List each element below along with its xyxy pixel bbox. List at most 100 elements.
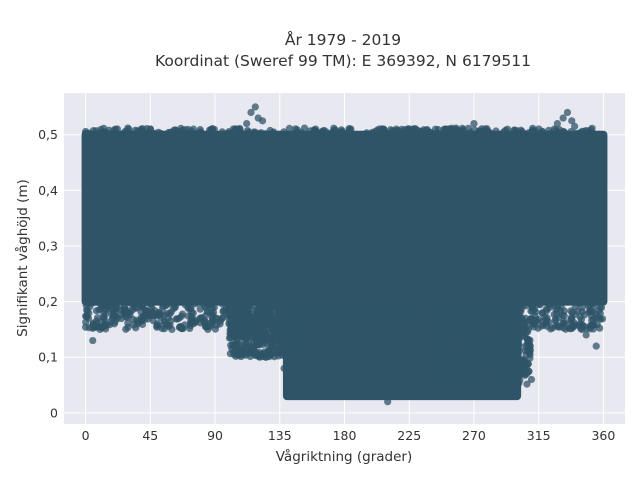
data-point xyxy=(263,324,271,332)
data-point xyxy=(509,341,517,349)
data-point xyxy=(196,128,204,136)
data-point xyxy=(285,301,293,309)
data-point xyxy=(595,313,603,321)
data-point xyxy=(113,314,121,323)
data-point xyxy=(513,370,521,378)
data-point xyxy=(467,350,475,358)
data-point xyxy=(466,316,474,324)
data-point xyxy=(489,354,497,362)
data-point xyxy=(500,128,508,136)
data-point xyxy=(282,130,290,139)
data-point xyxy=(398,321,407,330)
data-point xyxy=(378,125,386,133)
data-point xyxy=(346,313,354,321)
data-point xyxy=(487,310,495,318)
data-point xyxy=(428,318,436,327)
data-point xyxy=(553,119,561,128)
data-point xyxy=(251,103,259,111)
x-tick-labels: 0 45 90 135 180 225 270 315 360 xyxy=(82,428,616,443)
data-point xyxy=(484,317,492,325)
data-point xyxy=(253,352,261,360)
y-tick-label: 0,3 xyxy=(38,238,58,253)
data-point xyxy=(578,325,586,334)
data-point xyxy=(353,130,361,139)
data-point xyxy=(290,381,298,389)
data-point xyxy=(296,313,304,321)
data-point xyxy=(429,356,437,364)
data-point xyxy=(276,336,284,344)
data-point xyxy=(187,304,195,312)
x-tick-label: 135 xyxy=(268,428,292,443)
data-point xyxy=(381,130,389,139)
data-point xyxy=(247,324,255,332)
data-point xyxy=(258,317,266,325)
data-point xyxy=(452,124,460,132)
data-point xyxy=(296,327,304,335)
data-point xyxy=(595,306,603,314)
data-point xyxy=(423,130,431,138)
data-point xyxy=(506,324,515,332)
data-point xyxy=(521,130,530,138)
data-point xyxy=(595,130,603,138)
data-point xyxy=(429,341,438,349)
data-point xyxy=(422,312,431,320)
data-point xyxy=(311,307,320,315)
y-tick-label: 0,4 xyxy=(38,183,58,198)
data-point xyxy=(408,302,416,310)
data-point xyxy=(247,108,255,117)
data-point xyxy=(294,332,302,340)
data-point xyxy=(177,322,185,331)
data-point xyxy=(125,309,133,317)
data-point xyxy=(567,307,575,315)
x-tick-label: 315 xyxy=(527,428,551,443)
data-point xyxy=(97,305,105,313)
data-point xyxy=(321,306,330,314)
data-point xyxy=(526,321,534,330)
data-point xyxy=(451,315,459,323)
data-point xyxy=(146,125,154,133)
data-point xyxy=(249,346,258,354)
data-point xyxy=(417,325,425,333)
data-point xyxy=(582,298,591,307)
data-point xyxy=(515,333,523,342)
y-tick-label: 0,1 xyxy=(38,350,58,365)
data-point xyxy=(237,312,245,320)
data-point xyxy=(478,125,486,133)
data-point xyxy=(120,304,129,312)
data-point xyxy=(129,299,137,308)
data-point xyxy=(458,306,466,314)
data-point xyxy=(137,317,146,325)
data-point xyxy=(510,364,519,372)
data-point xyxy=(96,325,104,334)
data-point xyxy=(460,335,468,343)
data-point xyxy=(278,344,286,352)
data-point xyxy=(296,306,305,314)
data-point xyxy=(495,331,504,340)
data-point xyxy=(245,330,253,338)
data-point xyxy=(286,331,295,339)
data-point xyxy=(320,314,328,322)
data-point xyxy=(142,307,150,315)
data-point xyxy=(545,126,553,134)
data-point xyxy=(484,127,492,136)
data-point xyxy=(331,320,339,329)
data-point xyxy=(125,125,133,133)
data-point xyxy=(268,307,276,315)
data-point xyxy=(475,326,483,334)
data-point xyxy=(517,317,525,325)
data-point xyxy=(513,381,521,389)
data-point xyxy=(477,317,485,325)
data-point xyxy=(357,324,365,332)
data-point xyxy=(467,336,476,344)
data-point xyxy=(196,319,204,327)
data-point xyxy=(331,126,340,134)
data-point xyxy=(358,298,366,306)
data-point xyxy=(324,325,332,333)
data-point xyxy=(352,306,360,314)
data-point xyxy=(268,342,277,350)
data-point xyxy=(444,374,452,383)
data-point xyxy=(498,323,506,331)
data-point xyxy=(535,125,543,133)
data-point xyxy=(131,126,140,134)
data-point xyxy=(468,323,476,331)
